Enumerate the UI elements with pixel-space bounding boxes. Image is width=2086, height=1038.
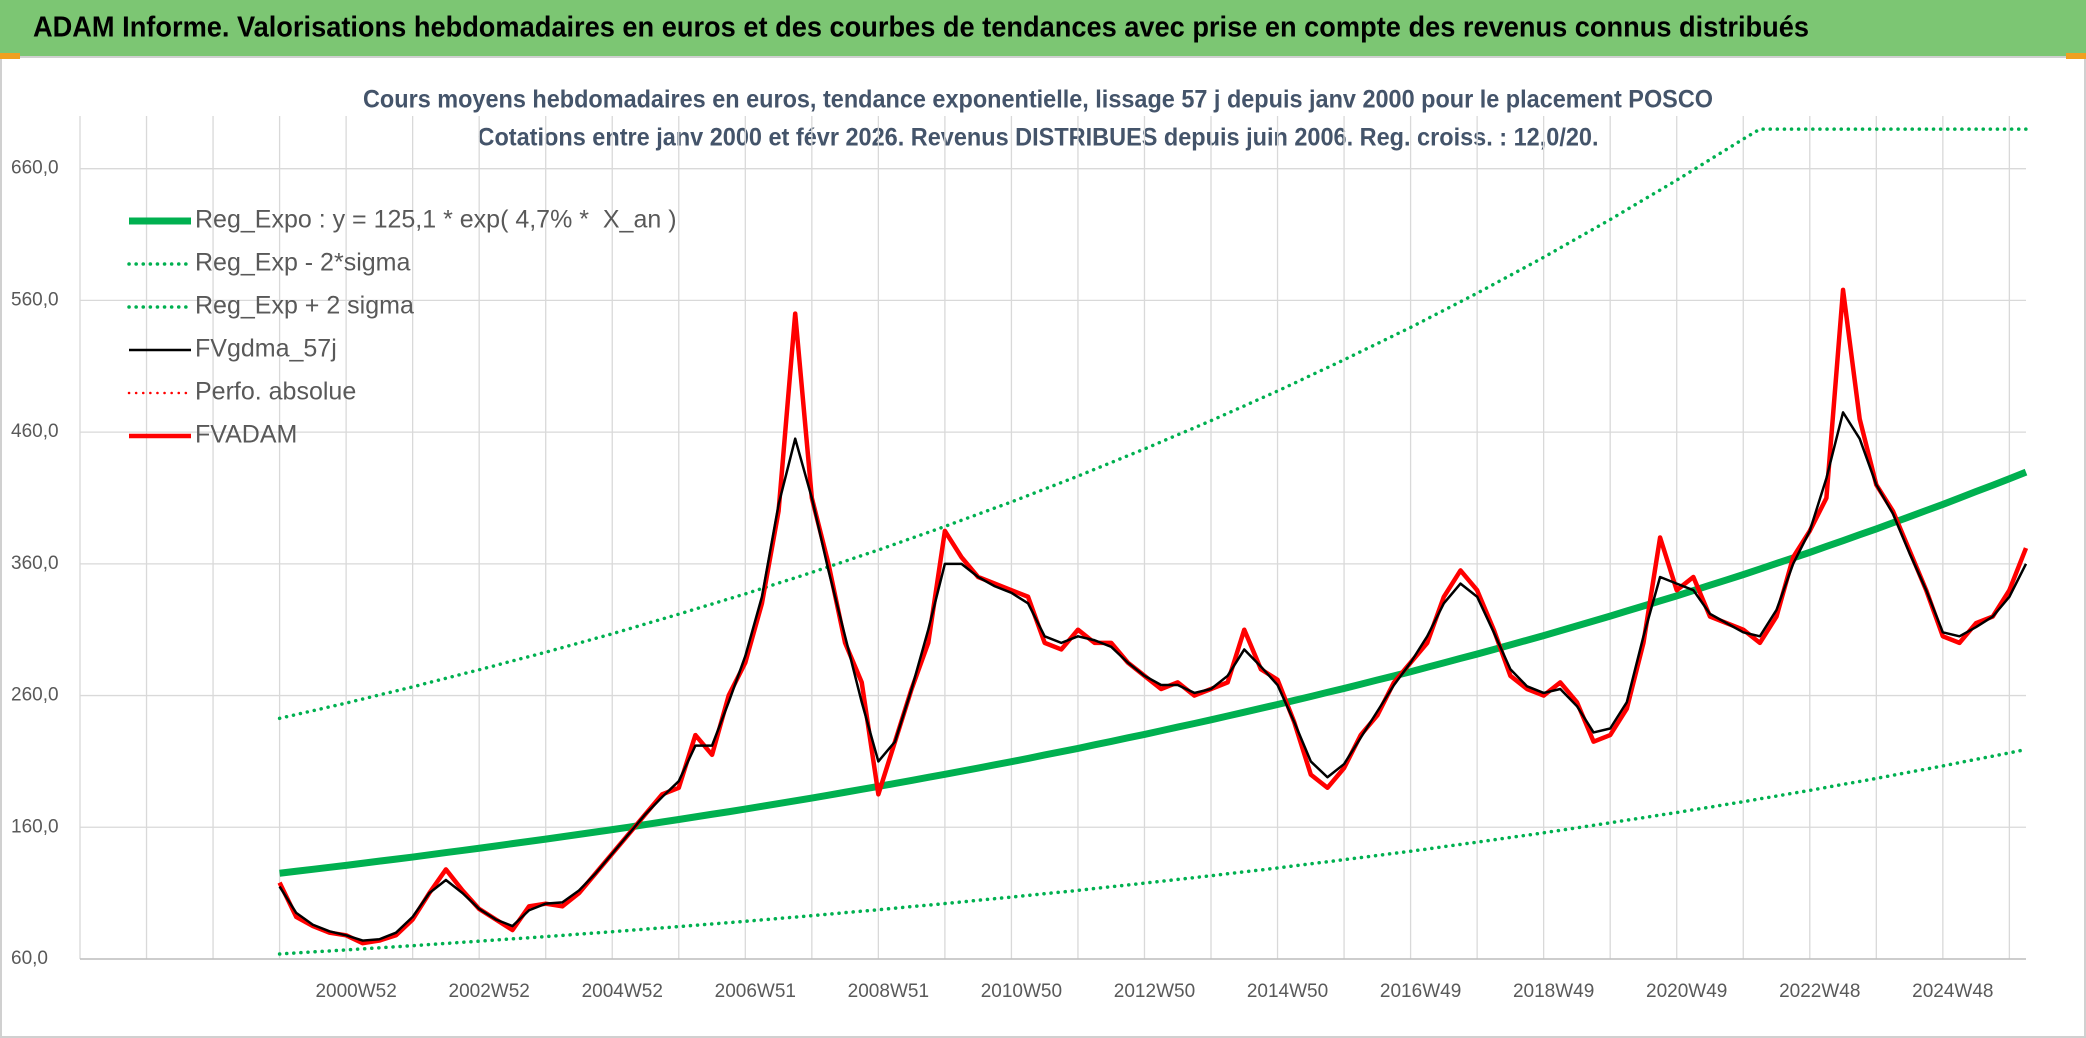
corner-mark bbox=[2066, 53, 2086, 59]
series-line bbox=[278, 411, 2028, 942]
legend-label: FVADAM bbox=[195, 421, 297, 449]
corner-mark bbox=[0, 53, 20, 59]
legend-label: FVgdma_57j bbox=[195, 335, 337, 363]
y-tick-label: 560,0 bbox=[11, 289, 59, 310]
y-tick-label: 460,0 bbox=[11, 421, 59, 442]
x-tick-label: 2006W51 bbox=[715, 981, 796, 1002]
x-tick-label: 2004W52 bbox=[582, 981, 663, 1002]
y-tick-label: 160,0 bbox=[11, 816, 59, 837]
x-tick-label: 2022W48 bbox=[1779, 981, 1860, 1002]
grid: 60,0 160,0 260,0 360,0 460,0 560,0 660,0 2000W5… bbox=[11, 116, 2026, 1002]
x-tick-label: 2012W50 bbox=[1114, 981, 1195, 1002]
series-line bbox=[277, 747, 2028, 956]
x-tick-label: 2014W50 bbox=[1247, 981, 1328, 1002]
x-tick-label: 2024W48 bbox=[1912, 981, 1993, 1002]
series-line bbox=[277, 127, 2028, 721]
chart-title: Cours moyens hebdomadaires en euros, ten… bbox=[363, 86, 1713, 114]
x-tick-label: 2018W49 bbox=[1513, 981, 1594, 1002]
legend-label: Perfo. absolue bbox=[195, 378, 356, 406]
header-title: ADAM Informe. Valorisations hebdomadaire… bbox=[33, 12, 1809, 44]
y-tick-label: 60,0 bbox=[11, 948, 48, 969]
y-tick-label: 660,0 bbox=[11, 158, 59, 179]
plot-area bbox=[277, 127, 2029, 956]
legend-label: Reg_Exp + 2 sigma bbox=[195, 292, 414, 320]
x-tick-label: 2020W49 bbox=[1646, 981, 1727, 1002]
legend: Reg_Expo : y = 125,1 * exp( 4,7% * X_an … bbox=[127, 206, 677, 449]
header-bar bbox=[0, 0, 2086, 56]
y-tick-label: 260,0 bbox=[11, 685, 59, 706]
frame bbox=[0, 56, 2086, 1038]
x-tick-label: 2010W50 bbox=[981, 981, 1062, 1002]
legend-label: Reg_Exp - 2*sigma bbox=[195, 249, 410, 277]
x-tick-label: 2008W51 bbox=[848, 981, 929, 1002]
x-tick-label: 2016W49 bbox=[1380, 981, 1461, 1002]
series-line bbox=[279, 468, 2028, 877]
x-tick-label: 2002W52 bbox=[449, 981, 530, 1002]
legend-label: Reg_Expo : y = 125,1 * exp( 4,7% * X_an … bbox=[195, 206, 677, 234]
y-tick-label: 360,0 bbox=[11, 553, 59, 574]
chart-subtitle: Cotations entre janv 2000 et févr 2026. … bbox=[478, 124, 1599, 152]
x-tick-label: 2000W52 bbox=[315, 981, 396, 1002]
